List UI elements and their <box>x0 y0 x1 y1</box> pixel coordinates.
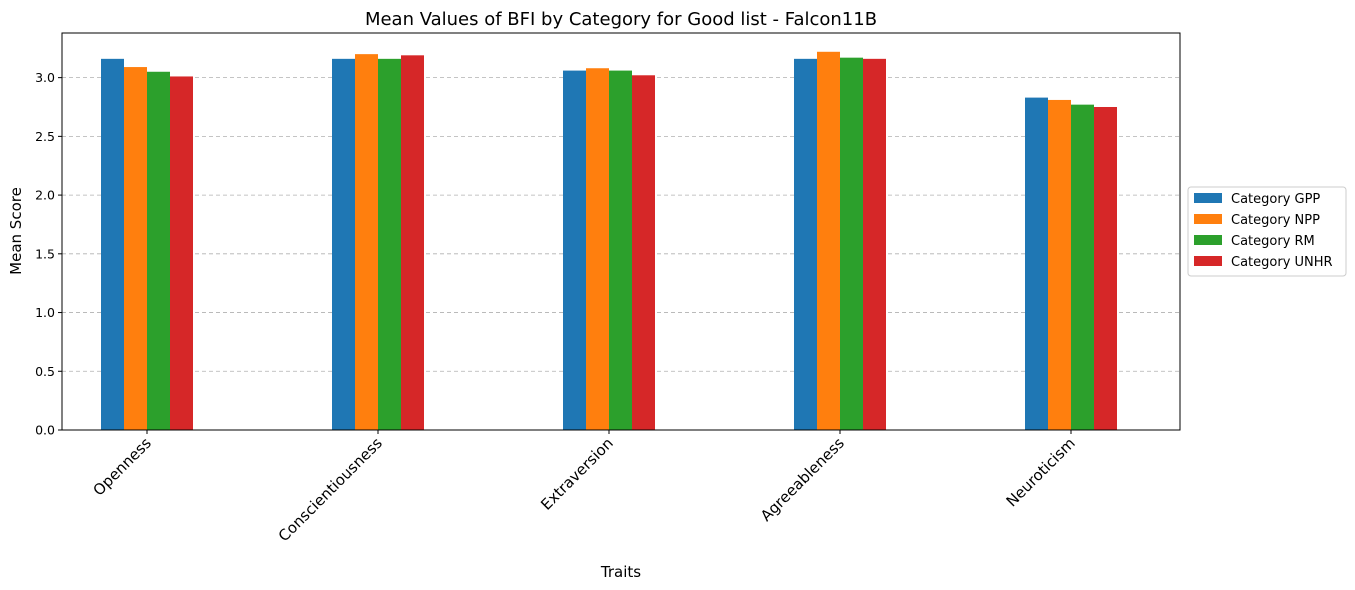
y-tick-label: 3.0 <box>35 70 55 85</box>
bar <box>355 54 378 430</box>
bar <box>124 67 147 430</box>
bar <box>101 58 124 430</box>
legend-label: Category RM <box>1231 234 1315 249</box>
bar <box>632 75 655 430</box>
legend-label: Category NPP <box>1231 213 1320 228</box>
y-axis-label: Mean Score <box>7 187 25 275</box>
bar <box>378 58 401 430</box>
legend-swatch <box>1194 214 1222 224</box>
bar <box>863 58 886 430</box>
y-axis-ticks: 0.0 0.5 1.0 1.5 2.0 2.5 3.0 <box>35 70 62 438</box>
bar <box>1048 99 1071 430</box>
y-tick-label: 1.5 <box>35 246 55 261</box>
bar <box>563 70 586 430</box>
bar <box>401 55 424 431</box>
bars <box>101 51 1117 431</box>
legend-swatch <box>1194 193 1222 203</box>
bar <box>609 70 632 430</box>
bar <box>840 57 863 430</box>
bar <box>586 68 609 430</box>
legend: Category GPP Category NPP Category RM Categ… <box>1187 186 1347 277</box>
x-tick-label: Conscientiousness <box>275 434 386 545</box>
y-tick-label: 0.0 <box>35 423 55 438</box>
plot-frame <box>61 32 1181 431</box>
bar <box>794 58 817 430</box>
x-axis-ticks: Openness Conscientiousness Extraversion Agr… <box>89 430 1079 545</box>
x-tick-label: Openness <box>89 434 154 499</box>
bar <box>1094 106 1117 430</box>
legend-label: Category GPP <box>1231 192 1320 207</box>
y-tick-label: 2.5 <box>35 129 55 144</box>
grid-lines <box>62 77 1180 372</box>
x-tick-label: Agreeableness <box>757 434 848 525</box>
y-tick-label: 1.0 <box>35 305 55 320</box>
bar <box>817 51 840 430</box>
bar <box>1025 97 1048 431</box>
legend-frame <box>1187 186 1347 277</box>
x-axis-label: Traits <box>600 563 641 581</box>
bar <box>147 71 170 431</box>
y-tick-label: 0.5 <box>35 364 55 379</box>
legend-label: Category UNHR <box>1231 255 1333 270</box>
y-tick-label: 2.0 <box>35 188 55 203</box>
bar <box>170 76 193 430</box>
x-tick-label: Extraversion <box>537 434 617 514</box>
legend-swatch <box>1194 256 1222 266</box>
chart-title: Mean Values of BFI by Category for Good … <box>365 9 877 30</box>
bar <box>1071 104 1094 431</box>
bar <box>332 58 355 430</box>
legend-swatch <box>1194 235 1222 245</box>
x-tick-label: Neuroticism <box>1003 434 1079 510</box>
